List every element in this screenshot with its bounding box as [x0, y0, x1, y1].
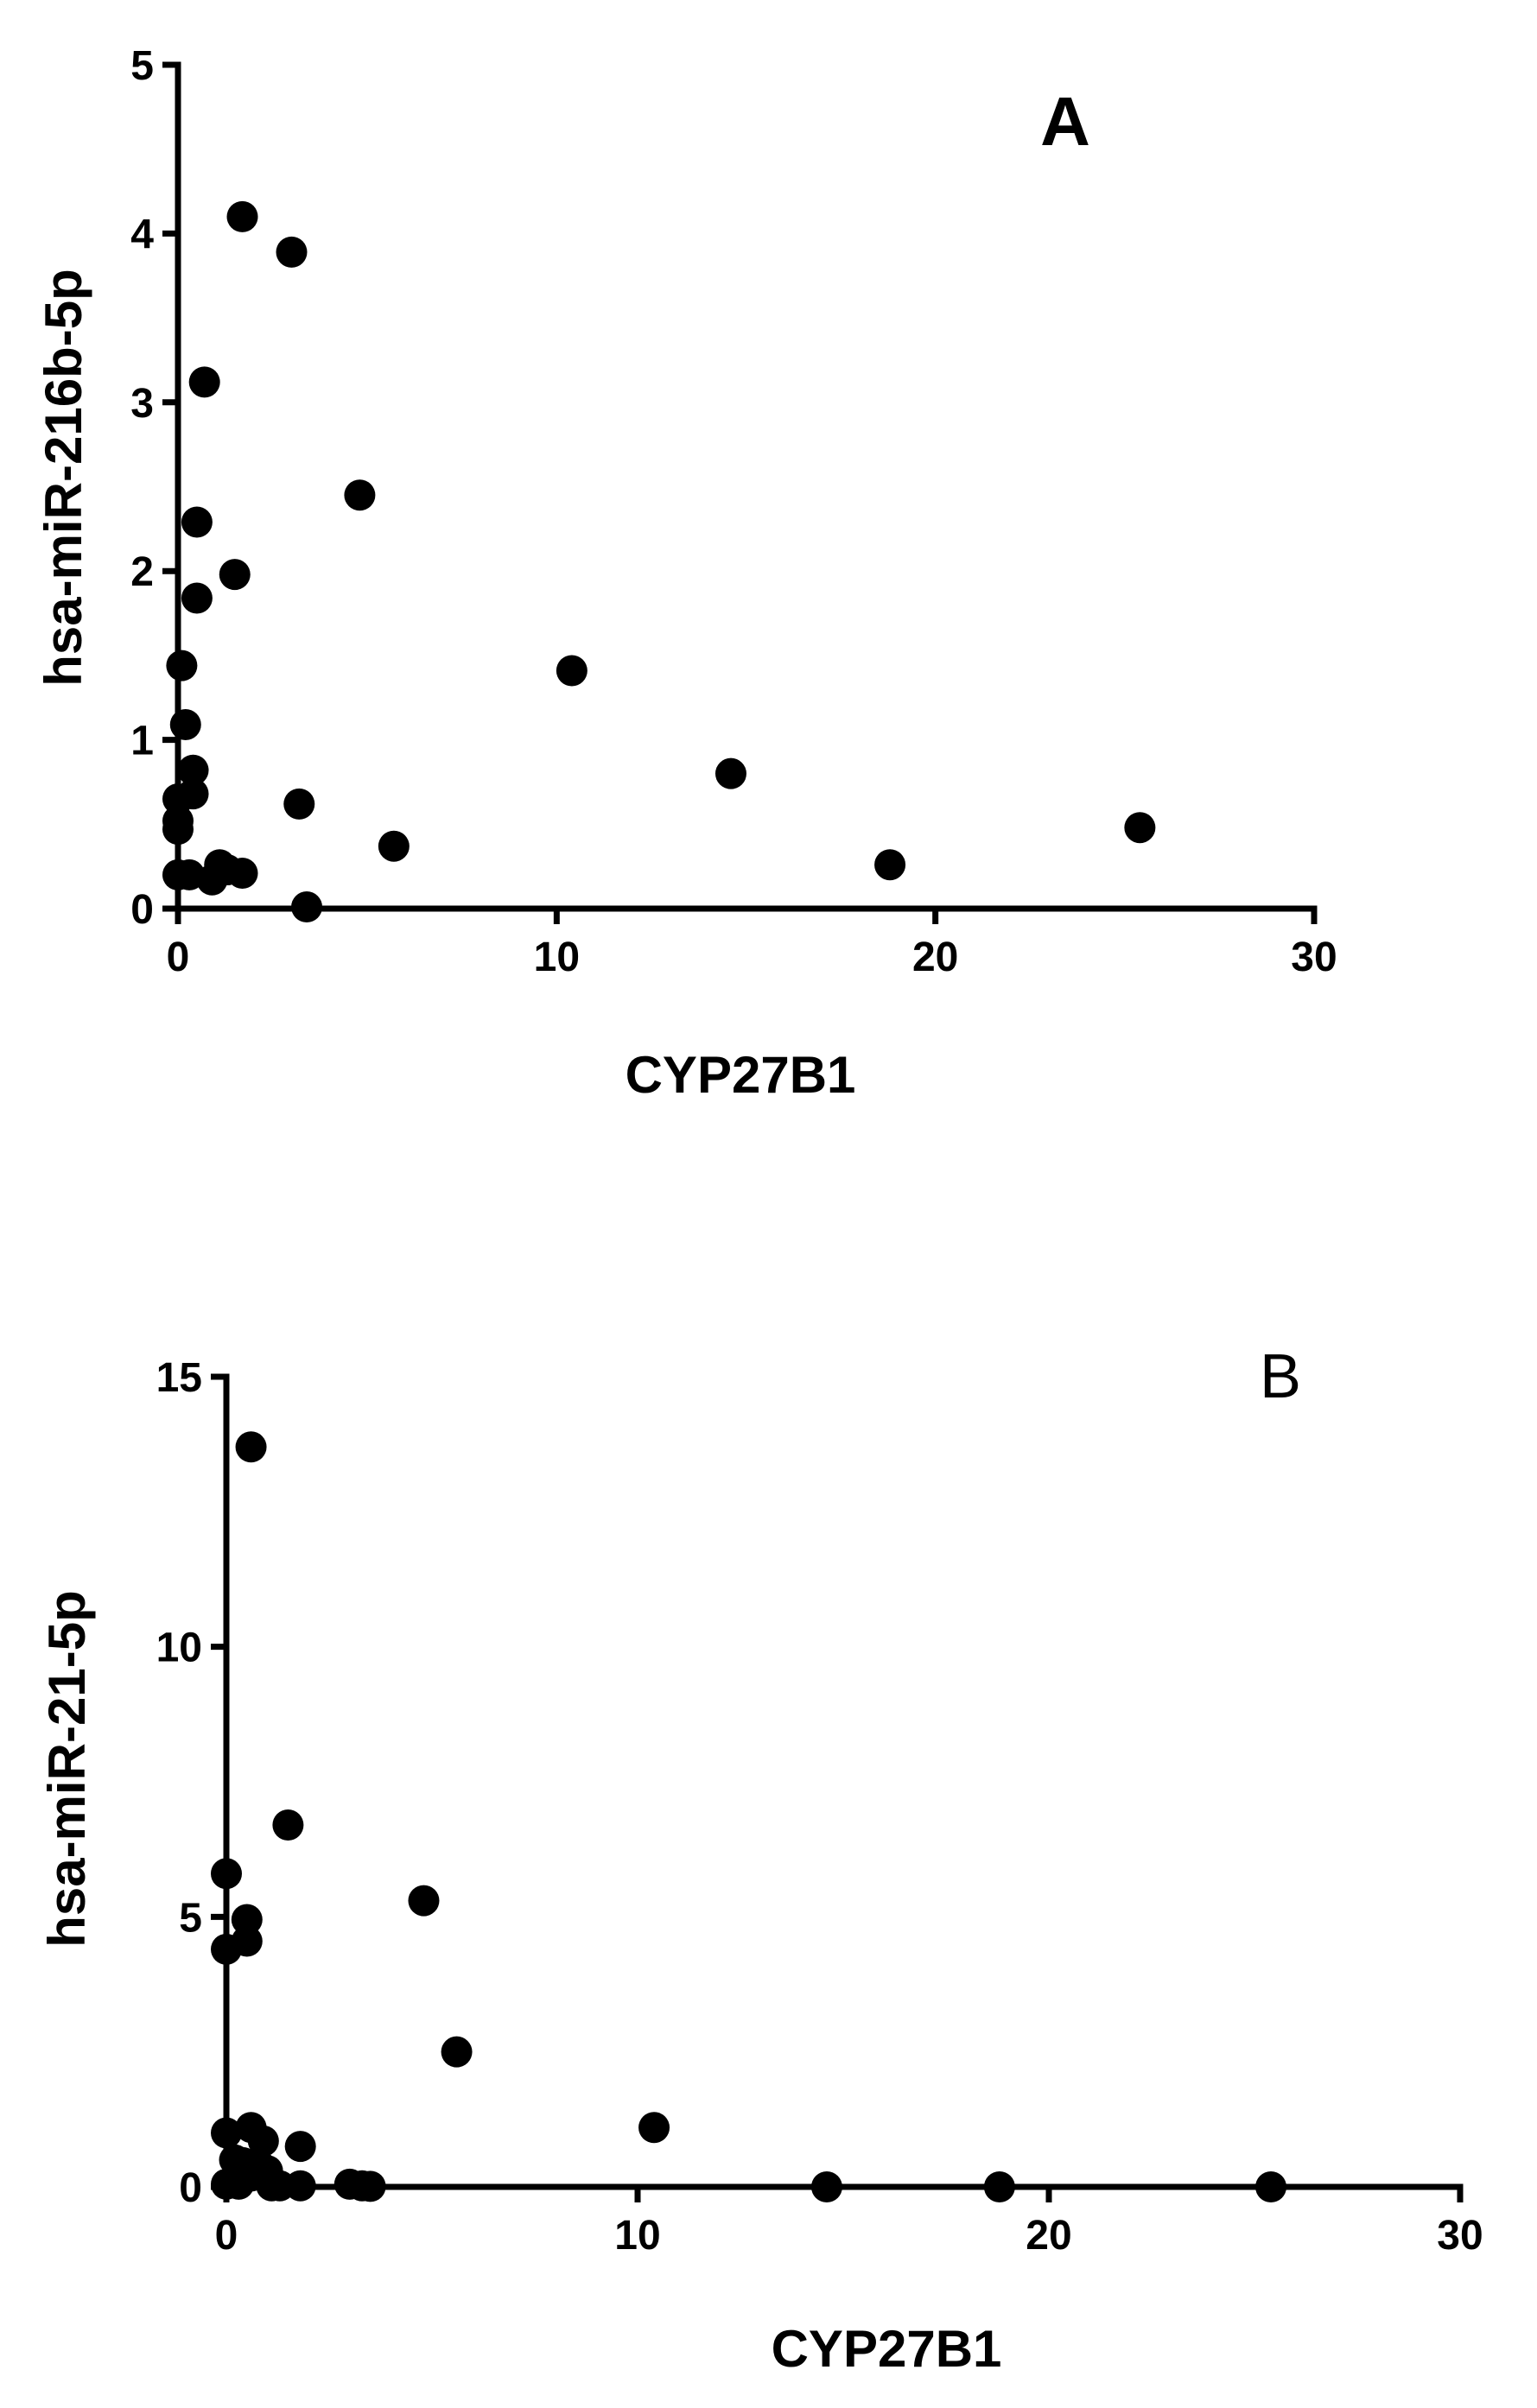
panel-a-data-point	[177, 754, 209, 786]
panel-a-data-point	[181, 506, 213, 538]
panel-b-y-tick-label: 10	[156, 1625, 202, 1671]
panel-a-x-tick-label: 0	[167, 935, 190, 980]
panel-a-data-point	[226, 857, 258, 889]
panel-b-x-tick-label: 0	[215, 2213, 238, 2259]
panel-b-x-tick-label: 30	[1437, 2213, 1483, 2259]
panel-b-data-point	[235, 1431, 267, 1463]
panel-b-data-point	[810, 2171, 842, 2202]
panel-a-data-point	[188, 366, 220, 398]
panel-b-data-point	[983, 2171, 1015, 2202]
panel-a-data-point	[874, 849, 906, 881]
panel-a-data-point	[162, 814, 194, 846]
panel-b-x-axis-title: CYP27B1	[772, 2320, 1002, 2378]
panel-a-data-point	[291, 891, 323, 923]
panel-b-data-point	[211, 1933, 242, 1965]
panel-a-data-point	[219, 559, 251, 591]
panel-a-y-tick-label: 1	[130, 719, 154, 764]
panel-b-points	[211, 1431, 1287, 2202]
panel-a-y-tick-label: 3	[130, 381, 154, 427]
panel-b-data-point	[354, 2170, 386, 2202]
panel-b-data-point	[1255, 2171, 1287, 2202]
panel-b-data-point	[284, 2170, 316, 2202]
panel-a-data-point	[378, 830, 410, 862]
panel-a-data-point	[162, 783, 194, 814]
panel-b-data-point	[211, 1858, 242, 1890]
scatter-panel-b: B CYP27B1 hsa-miR-21-5p 0 10 20 30 0 5 10 15	[38, 1342, 1483, 2378]
panel-b-data-point	[272, 1809, 304, 1841]
panel-b-y-axis-title: hsa-miR-21-5p	[38, 1590, 96, 1947]
panel-b-data-point	[408, 1885, 440, 1917]
panel-a-y-tick-label: 4	[130, 212, 154, 257]
panel-a-x-tick-label: 10	[534, 935, 580, 980]
panel-a-label: A	[1040, 83, 1090, 160]
panel-a-y-axis-title: hsa-miR-216b-5p	[35, 269, 92, 686]
panel-a-data-point	[181, 582, 213, 614]
panel-b-data-point	[223, 2168, 255, 2200]
panel-b-data-point	[284, 2131, 316, 2163]
panel-b-data-point	[231, 1904, 263, 1936]
panel-a-data-point	[166, 650, 198, 681]
panel-a-points	[162, 200, 1156, 923]
panel-b-y-tick-label: 5	[179, 1895, 202, 1941]
panel-b-data-point	[441, 2036, 473, 2068]
panel-a-x-tick-label: 30	[1291, 935, 1337, 980]
scatter-panel-a: A CYP27B1 hsa-miR-216b-5p 0 10 20 30 0 1 2 3 4 5	[35, 43, 1337, 1104]
panel-b-x-tick-label: 20	[1026, 2213, 1071, 2259]
panel-a-y-tick-label: 2	[130, 549, 154, 595]
panel-b-y-tick-label: 0	[179, 2165, 202, 2211]
panel-a-data-point	[344, 479, 376, 511]
panel-b-y-tick-label: 15	[156, 1355, 202, 1401]
panel-a-data-point	[283, 788, 315, 820]
panel-a-data-point	[556, 655, 587, 687]
panel-a-data-point	[1124, 812, 1156, 844]
panel-a-data-point	[276, 236, 308, 268]
panel-a-data-point	[169, 709, 201, 741]
panel-a-data-point	[715, 757, 746, 789]
panel-a-x-axis-title: CYP27B1	[626, 1046, 856, 1104]
panel-a-y-tick-label: 0	[130, 887, 154, 933]
panel-b-data-point	[247, 2125, 279, 2157]
panel-a-y-tick-label: 5	[130, 43, 154, 89]
panel-a-data-point	[226, 200, 258, 232]
panel-b-x-tick-label: 10	[614, 2213, 660, 2259]
panel-b-label: B	[1260, 1342, 1301, 1411]
panel-a-x-tick-label: 20	[912, 935, 958, 980]
panel-a-data-point	[196, 864, 228, 896]
panel-b-data-point	[638, 2112, 670, 2144]
panel-b-data-point	[211, 2117, 242, 2149]
